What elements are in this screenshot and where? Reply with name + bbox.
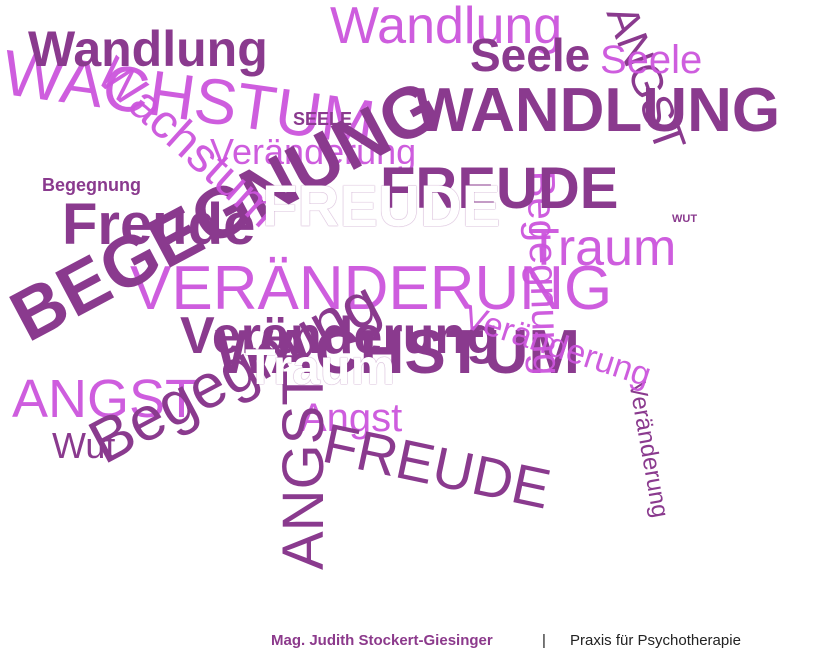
cloud-word: Seele <box>470 29 591 81</box>
cloud-word: VERÄNDERUNG <box>130 254 613 323</box>
cloud-word: Begegnung <box>42 175 141 195</box>
cloud-word: Traum <box>245 339 396 395</box>
cloud-word: Veränderung <box>180 307 498 365</box>
cloud-word: Seele <box>600 38 703 82</box>
cloud-word: WACHSTUM <box>215 318 581 387</box>
cloud-word: Veränderung <box>210 131 417 172</box>
cloud-word: Wut <box>52 425 116 466</box>
practitioner-name: Mag. Judith Stockert-Giesinger <box>271 632 493 649</box>
cloud-word: Angst <box>300 396 403 440</box>
cloud-word: Traum <box>528 219 677 277</box>
cloud-word: WANDLUNG <box>415 76 781 145</box>
cloud-word: WUT <box>672 213 698 225</box>
cloud-word: Veränderung <box>623 379 674 520</box>
cloud-word: Freude <box>62 192 256 257</box>
cloud-word: FREUDE <box>380 156 619 221</box>
practice-tagline: Praxis für Psychotherapie <box>570 632 741 649</box>
footer: Mag. Judith Stockert-Giesinger | Praxis … <box>0 630 822 651</box>
cloud-word: FREUDE <box>262 174 501 239</box>
cloud-word: ANGST <box>271 370 336 570</box>
footer-separator: | <box>542 632 546 649</box>
cloud-word: Wandlung <box>28 21 268 77</box>
word-cloud: WACHSTUM Wandlung Wandlung Seele WANDLUN… <box>0 0 781 570</box>
cloud-word: ANGST <box>12 369 199 429</box>
cloud-word: FREUDE <box>317 411 557 521</box>
cloud-word: SEELE <box>293 109 353 129</box>
cloud-word: Wandlung <box>330 0 563 55</box>
